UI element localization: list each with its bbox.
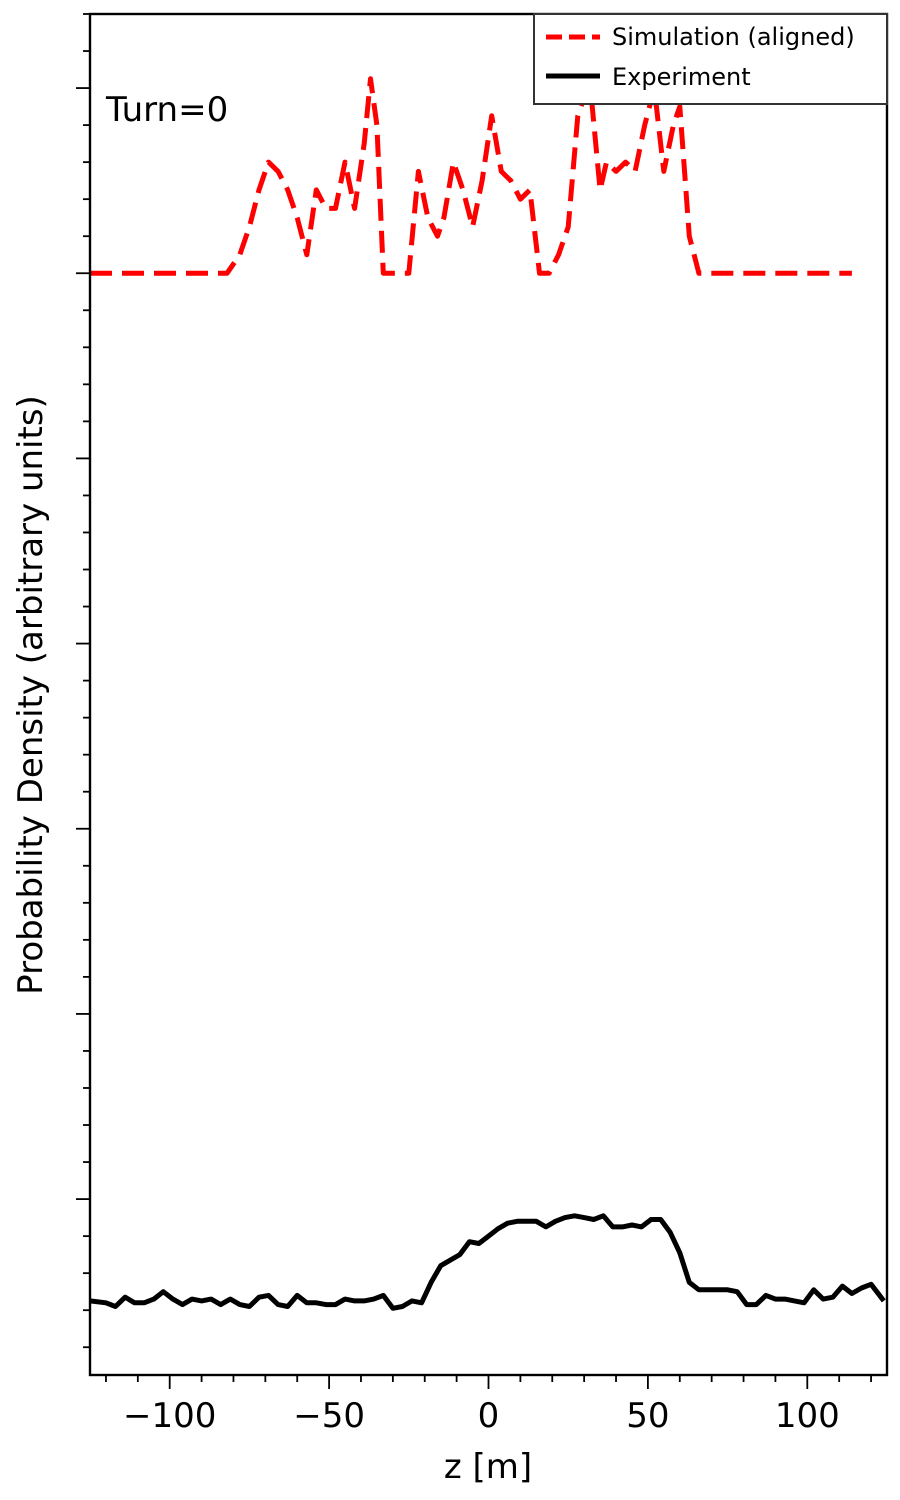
series-line-0 bbox=[90, 76, 852, 276]
plot-area bbox=[89, 76, 886, 1311]
x-axis-label: z [m] bbox=[444, 1447, 532, 1487]
axes-frame bbox=[88, 12, 889, 1377]
x-tick-label: 100 bbox=[775, 1396, 840, 1436]
x-tick-labels: −100 −50 0 50 100 bbox=[123, 1396, 840, 1436]
legend-label-simulation: Simulation (aligned) bbox=[612, 23, 855, 51]
x-tick-label: 0 bbox=[478, 1396, 500, 1436]
x-tick-label: −100 bbox=[123, 1396, 216, 1436]
x-tick-label: −50 bbox=[293, 1396, 365, 1436]
axis-ticks bbox=[76, 13, 872, 1389]
y-axis-label: Probability Density (arbitrary units) bbox=[11, 395, 51, 995]
legend-box bbox=[533, 13, 888, 105]
turn-annotation: Turn=0 bbox=[105, 90, 228, 130]
legend-label-experiment: Experiment bbox=[612, 63, 751, 91]
series-line-1 bbox=[89, 1213, 886, 1311]
legend: Simulation (aligned) Experiment bbox=[533, 13, 888, 105]
x-tick-label: 50 bbox=[626, 1396, 669, 1436]
